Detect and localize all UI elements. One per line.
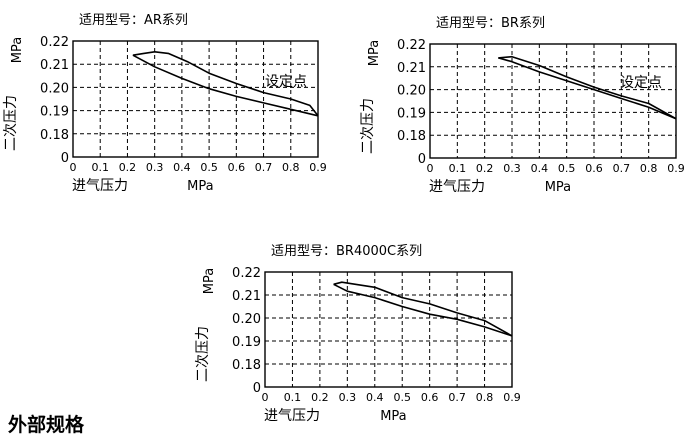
y-tick-label: 0.21 — [232, 289, 261, 304]
y-tick-label: 0 — [418, 152, 426, 167]
x-axis-label: 进气压力 — [429, 179, 485, 195]
section-title: 外部规格 — [8, 414, 85, 436]
x-tick-label: 0.6 — [228, 161, 246, 174]
plot-frame — [429, 43, 677, 159]
x-tick-label: 0.8 — [282, 161, 300, 174]
series-line — [498, 55, 677, 120]
plot-group: 适用型号：BR系列 0 0.1 0.2 0.3 0.4 0.5 0.6 0.7 0.8 0.9 0 0.… — [360, 16, 685, 195]
x-tick-label: 0 — [262, 391, 269, 404]
y-axis-label: 二次压力 — [195, 326, 211, 382]
y-tick-label: 0.20 — [397, 84, 426, 99]
y-tick-label: 0 — [61, 151, 69, 166]
chart-title: 适用型号：BR4000C系列 — [271, 244, 422, 259]
y-tick-label: 0.22 — [40, 35, 69, 50]
x-tick-label: 0.7 — [613, 162, 631, 175]
y-tick-label: 0.20 — [232, 312, 261, 327]
y-axis-label: 二次压力 — [360, 98, 376, 154]
x-tick-label: 0 — [70, 161, 77, 174]
x-tick-label: 0.4 — [531, 162, 549, 175]
x-tick-label: 0.3 — [146, 161, 164, 174]
y-axis-label: 二次压力 — [3, 95, 19, 151]
y-tick-label: 0.22 — [232, 266, 261, 281]
x-tick-label: 0.4 — [173, 161, 191, 174]
y-axis-unit: MPa — [202, 268, 217, 294]
x-tick-label: 0.2 — [311, 391, 329, 404]
series-line — [333, 283, 513, 337]
x-tick-label: 0.9 — [667, 162, 685, 175]
x-tick-label: 0.9 — [503, 391, 521, 404]
series-line — [132, 54, 319, 117]
plot-frame — [264, 271, 513, 388]
chart-title: 适用型号：AR系列 — [79, 13, 188, 28]
x-axis-unit: MPa — [187, 179, 213, 194]
x-tick-label: 0.5 — [200, 161, 218, 174]
x-tick-label: 0.7 — [255, 161, 273, 174]
set-point-annotation: 设定点 — [620, 75, 662, 91]
x-tick-label: 0.1 — [284, 391, 302, 404]
series-line — [333, 281, 513, 337]
x-axis-unit: MPa — [380, 409, 406, 424]
series-line — [498, 57, 677, 120]
plot-frame — [72, 40, 319, 158]
y-tick-label: 0.18 — [232, 358, 261, 373]
x-tick-label: 0.9 — [309, 161, 327, 174]
y-tick-label: 0 — [253, 381, 261, 396]
plot-group: 适用型号：AR系列 0 0.1 0.2 0.3 0.4 0.5 0.6 0.7 0.8 0.9 0 0.… — [3, 13, 327, 194]
y-tick-label: 0.21 — [397, 61, 426, 76]
x-tick-label: 0 — [427, 162, 434, 175]
chart-title: 适用型号：BR系列 — [436, 16, 545, 31]
x-tick-label: 0.2 — [476, 162, 494, 175]
x-axis-unit: MPa — [545, 180, 571, 195]
y-tick-label: 0.21 — [40, 58, 69, 73]
x-tick-label: 0.8 — [640, 162, 658, 175]
y-axis-unit: MPa — [10, 37, 25, 63]
y-tick-label: 0.19 — [232, 335, 261, 350]
y-tick-label: 0.19 — [40, 105, 69, 120]
y-tick-label: 0.19 — [397, 106, 426, 121]
set-point-annotation: 设定点 — [265, 74, 307, 90]
y-tick-label: 0.18 — [397, 129, 426, 144]
x-tick-label: 0.7 — [448, 391, 466, 404]
x-tick-label: 0.1 — [91, 161, 109, 174]
x-axis-label: 进气压力 — [72, 178, 128, 194]
x-tick-label: 0.3 — [339, 391, 357, 404]
x-tick-label: 0.2 — [119, 161, 137, 174]
y-tick-label: 0.18 — [40, 128, 69, 143]
x-tick-label: 0.8 — [476, 391, 494, 404]
x-tick-label: 0.4 — [366, 391, 384, 404]
y-tick-label: 0.22 — [397, 38, 426, 53]
x-tick-label: 0.5 — [393, 391, 411, 404]
x-tick-label: 0.1 — [449, 162, 467, 175]
y-axis-unit: MPa — [367, 40, 382, 66]
x-tick-label: 0.6 — [421, 391, 439, 404]
x-tick-label: 0.3 — [503, 162, 521, 175]
x-tick-label: 0.6 — [585, 162, 603, 175]
plot-group: 适用型号：BR4000C系列 0 0.1 0.2 0.3 0.4 0.5 0.6 0.7 0.8 0… — [195, 244, 521, 424]
y-tick-label: 0.20 — [40, 81, 69, 96]
x-axis-label: 进气压力 — [264, 408, 320, 424]
series-line — [132, 50, 319, 117]
x-tick-label: 0.5 — [558, 162, 576, 175]
